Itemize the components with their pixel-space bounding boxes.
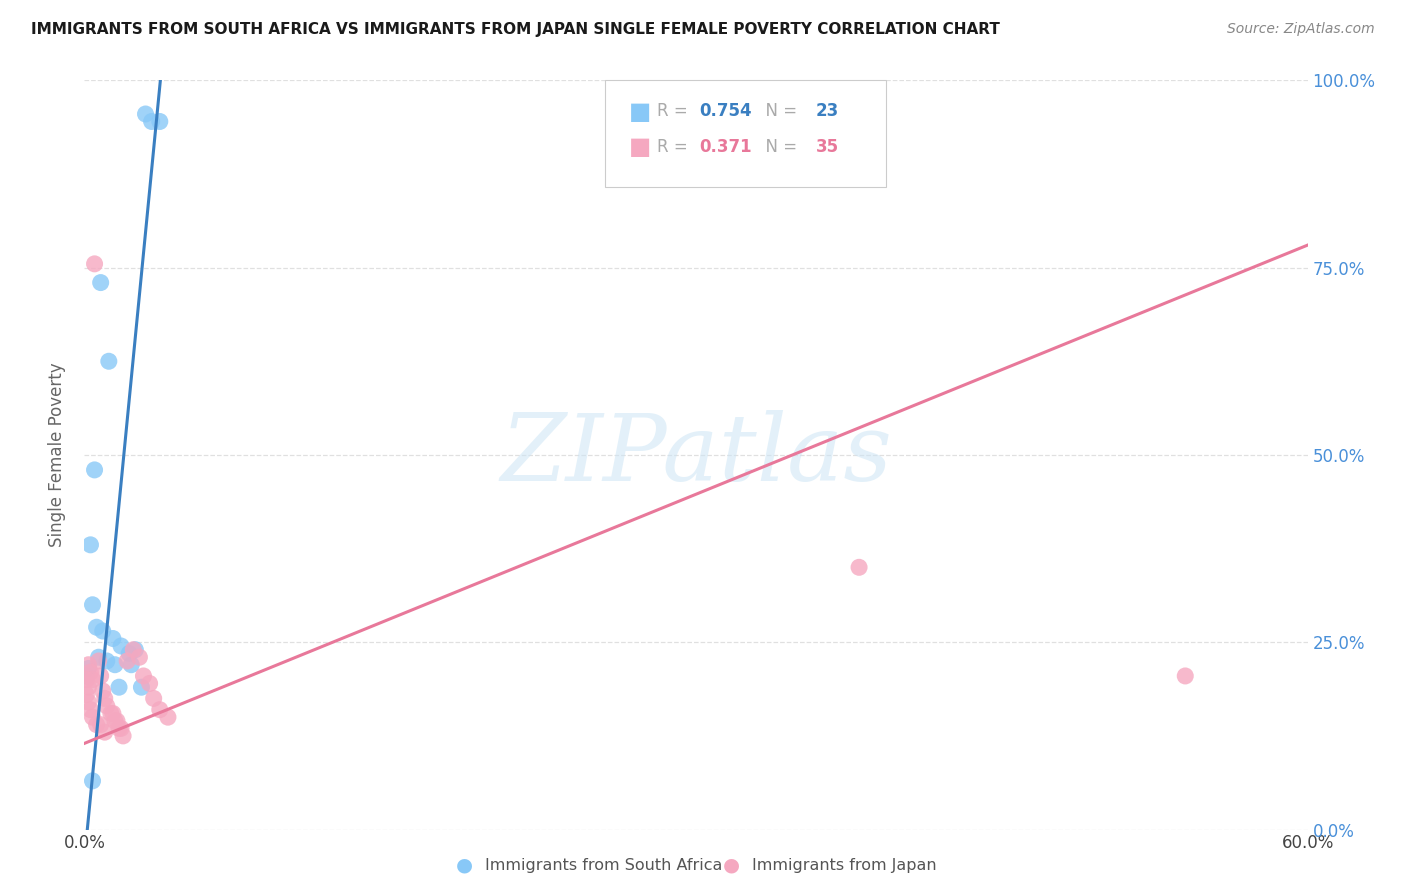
Text: IMMIGRANTS FROM SOUTH AFRICA VS IMMIGRANTS FROM JAPAN SINGLE FEMALE POVERTY CORR: IMMIGRANTS FROM SOUTH AFRICA VS IMMIGRAN…: [31, 22, 1000, 37]
Point: [149, 114, 172, 128]
Point: [848, 560, 870, 574]
Text: ZIPatlas: ZIPatlas: [501, 410, 891, 500]
Point: [77, 695, 100, 709]
Point: [93, 691, 115, 706]
Point: [82, 598, 104, 612]
Text: 0.754: 0.754: [699, 103, 751, 120]
Point: [75, 669, 97, 683]
Point: [96, 654, 118, 668]
Point: [79, 538, 101, 552]
Point: [90, 717, 112, 731]
Text: ●: ●: [723, 855, 740, 875]
Point: [141, 114, 163, 128]
Point: [108, 680, 131, 694]
Point: [82, 710, 104, 724]
Point: [86, 620, 108, 634]
Point: [77, 661, 100, 675]
Text: R =: R =: [657, 103, 693, 120]
Point: [110, 722, 132, 736]
Point: [135, 107, 157, 121]
Point: [87, 650, 110, 665]
Text: Immigrants from South Africa: Immigrants from South Africa: [485, 858, 723, 872]
Text: ●: ●: [456, 855, 472, 875]
Point: [97, 354, 120, 368]
Point: [91, 624, 114, 638]
Point: [131, 680, 153, 694]
Text: 35: 35: [815, 138, 838, 156]
Point: [86, 717, 108, 731]
Point: [82, 673, 104, 687]
Point: [101, 632, 124, 646]
Point: [112, 729, 135, 743]
Point: [110, 639, 132, 653]
Text: ■: ■: [628, 136, 651, 159]
Point: [87, 654, 110, 668]
Point: [96, 698, 118, 713]
Point: [104, 657, 127, 672]
Point: [120, 657, 142, 672]
Text: N =: N =: [755, 138, 803, 156]
Point: [124, 642, 146, 657]
Text: ■: ■: [628, 100, 651, 123]
Point: [75, 688, 97, 702]
Point: [122, 642, 145, 657]
Text: 23: 23: [815, 103, 839, 120]
Point: [83, 463, 105, 477]
Point: [77, 657, 100, 672]
Point: [79, 703, 101, 717]
Text: Immigrants from Japan: Immigrants from Japan: [752, 858, 936, 872]
Point: [82, 773, 104, 788]
Point: [104, 714, 127, 728]
Point: [90, 276, 112, 290]
Point: [91, 684, 114, 698]
Point: [149, 703, 172, 717]
Point: [75, 673, 97, 687]
Text: N =: N =: [755, 103, 803, 120]
Point: [100, 706, 122, 721]
Point: [108, 722, 131, 736]
Text: R =: R =: [657, 138, 693, 156]
Point: [156, 710, 179, 724]
Point: [115, 654, 138, 668]
Point: [93, 725, 115, 739]
Point: [90, 669, 112, 683]
Text: 0.371: 0.371: [699, 138, 751, 156]
Point: [105, 714, 128, 728]
Text: Source: ZipAtlas.com: Source: ZipAtlas.com: [1227, 22, 1375, 37]
Point: [128, 650, 150, 665]
Point: [101, 706, 124, 721]
Point: [1174, 669, 1197, 683]
Point: [118, 647, 141, 661]
Point: [77, 680, 100, 694]
Point: [142, 691, 165, 706]
Point: [79, 665, 101, 680]
Y-axis label: Single Female Poverty: Single Female Poverty: [48, 363, 66, 547]
Point: [138, 676, 160, 690]
Point: [132, 669, 155, 683]
Point: [83, 257, 105, 271]
